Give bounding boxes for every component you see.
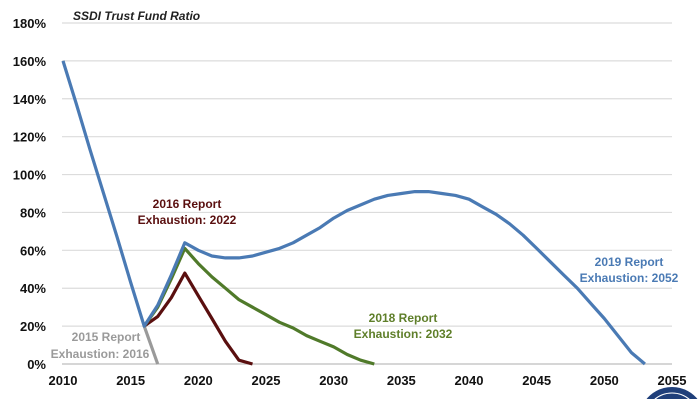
annotation-2016-line1: 2016 Report [153, 197, 222, 211]
x-tick-label: 2025 [252, 373, 281, 388]
x-tick-label: 2010 [49, 373, 78, 388]
annotation-2018: 2018 Report Exhaustion: 2032 [354, 311, 453, 341]
annotation-2015: 2015 Report Exhaustion: 2016 [51, 330, 150, 361]
chart-title: SSDI Trust Fund Ratio [73, 9, 200, 23]
x-tick-label: 2030 [319, 373, 348, 388]
series-line-r2015 [142, 325, 160, 365]
x-tick-label: 2020 [184, 373, 213, 388]
series-line-r2019 [61, 60, 646, 366]
annotation-2015-line1: 2015 Report [72, 330, 141, 344]
y-tick-label: 160% [13, 54, 47, 69]
y-tick-label: 40% [20, 281, 46, 296]
x-tick-label: 2035 [387, 373, 416, 388]
y-tick-label: 120% [13, 130, 47, 145]
annotation-2018-line2: Exhaustion: 2032 [354, 327, 453, 341]
x-tick-label: 2055 [658, 373, 687, 388]
x-tick-label: 2045 [522, 373, 551, 388]
annotation-2015-line2: Exhaustion: 2016 [51, 347, 150, 361]
series-line-r2018 [142, 246, 375, 366]
y-tick-label: 20% [20, 319, 46, 334]
seal-logo-ring [653, 392, 691, 400]
x-tick-label: 2050 [590, 373, 619, 388]
x-tick-label: 2015 [116, 373, 145, 388]
annotation-2019-line2: Exhaustion: 2052 [580, 271, 679, 285]
y-tick-label: 0% [27, 357, 46, 372]
annotation-2019-line1: 2019 Report [595, 255, 664, 269]
y-tick-label: 100% [13, 168, 47, 183]
annotation-2016: 2016 Report Exhaustion: 2022 [138, 197, 237, 227]
x-tick-label: 2040 [455, 373, 484, 388]
annotation-2019: 2019 Report Exhaustion: 2052 [580, 255, 679, 285]
annotation-2018-line1: 2018 Report [369, 311, 438, 325]
y-tick-label: 60% [20, 243, 46, 258]
seal-logo [643, 384, 700, 400]
annotation-2016-line2: Exhaustion: 2022 [138, 213, 237, 227]
series-line-r2016 [143, 271, 253, 366]
y-tick-label: 140% [13, 92, 47, 107]
y-tick-label: 180% [13, 16, 47, 31]
y-tick-label: 80% [20, 205, 46, 220]
